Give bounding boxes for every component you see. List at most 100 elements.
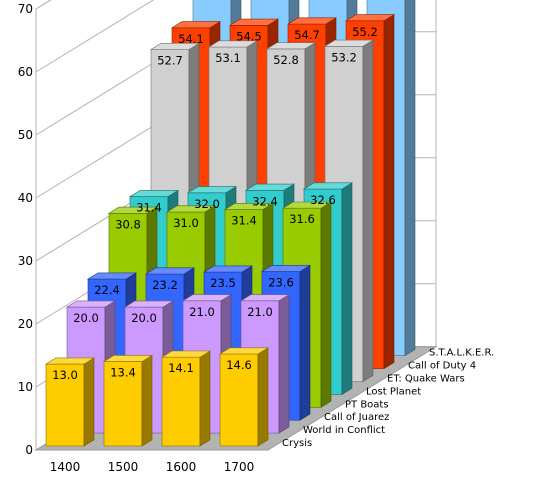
bar-side	[278, 294, 290, 434]
bar-front	[103, 361, 143, 447]
series-axis: Crysis World in Conflict Call of Juarez PT …	[282, 348, 494, 449]
bar-side	[362, 39, 374, 383]
bar	[160, 350, 212, 447]
data-label: 32.4	[252, 194, 278, 208]
data-label: 54.1	[178, 32, 204, 46]
bar-top	[244, 183, 296, 191]
bar-side	[383, 14, 395, 370]
data-label: 21.0	[189, 305, 215, 319]
series-label: Lost Planet	[366, 386, 421, 397]
bar-top	[65, 300, 117, 308]
gridline	[35, 0, 155, 73]
bar-top	[123, 300, 175, 308]
series-label: Call of Juarez	[324, 412, 389, 423]
data-label: 53.1	[215, 51, 241, 65]
y-tick-label: 60	[18, 65, 33, 79]
bar-top	[228, 18, 280, 26]
series-label: Call of Duty 4	[408, 361, 476, 372]
data-label: 31.6	[289, 212, 315, 226]
bar-side	[299, 264, 311, 421]
data-label: 20.0	[131, 311, 157, 325]
data-label: 52.8	[273, 53, 299, 67]
x-category-label: 1700	[224, 460, 255, 474]
y-tick-label: 0	[25, 443, 33, 457]
bar-top	[160, 350, 212, 358]
data-label: 31.4	[231, 214, 257, 228]
bar-top	[344, 14, 396, 22]
data-label: 54.7	[294, 28, 320, 42]
bars	[44, 0, 416, 447]
y-tick-label: 30	[18, 254, 33, 268]
bar-top	[302, 182, 354, 190]
bar-top	[44, 357, 96, 365]
series-label: S.T.A.L.K.E.R.	[429, 348, 494, 359]
bar-top	[149, 42, 201, 50]
bar-top	[323, 39, 375, 47]
bar-side	[199, 350, 211, 447]
data-label: 32.0	[194, 197, 220, 211]
data-label: 23.5	[210, 276, 236, 290]
bar-top	[223, 203, 275, 210]
bar-top	[86, 272, 138, 280]
series-label: ET: Quake Wars	[387, 374, 465, 385]
data-label: 14.6	[226, 358, 252, 372]
series-label: Crysis	[282, 438, 312, 449]
data-label: 55.2	[352, 25, 378, 39]
x-category-label: 1500	[108, 460, 139, 474]
bar-side	[320, 201, 332, 408]
bar-top	[218, 347, 270, 355]
bar-front	[45, 363, 85, 447]
bar-top	[165, 205, 217, 213]
data-label: 31.0	[173, 216, 199, 230]
y-tick-label: 10	[18, 380, 33, 394]
data-label: 23.6	[268, 276, 294, 290]
data-label: 13.0	[52, 368, 78, 382]
data-label: 52.7	[157, 54, 183, 68]
y-tick-label: 50	[18, 128, 33, 142]
bar-top	[286, 17, 338, 25]
bar-top	[170, 21, 222, 29]
bar-top	[144, 267, 196, 275]
data-label: 23.2	[152, 278, 178, 292]
data-label: 31.4	[136, 201, 162, 215]
bar-top	[202, 265, 254, 273]
bar-top	[102, 355, 154, 362]
bar	[218, 347, 270, 447]
data-label: 32.6	[310, 193, 336, 207]
y-axis: 0 10 20 30 40 50 60 70	[18, 2, 33, 457]
data-label: 30.8	[115, 217, 141, 231]
data-label: 54.5	[236, 29, 262, 43]
bar-top	[186, 186, 238, 194]
x-category-label: 1600	[166, 460, 197, 474]
bar-top	[207, 40, 259, 48]
bar-side	[341, 182, 353, 395]
data-labels: 68.067.566.866.255.254.754.554.153.252.8…	[52, 25, 378, 382]
bar-front	[161, 356, 201, 447]
y-tick-label: 70	[18, 2, 33, 16]
bar-top	[239, 294, 291, 302]
data-label: 53.2	[331, 50, 357, 64]
y-tick-label: 20	[18, 317, 33, 331]
bar-side	[141, 354, 153, 447]
x-category-label: 1400	[50, 460, 81, 474]
bar-top	[181, 294, 233, 302]
data-label: 22.4	[94, 283, 120, 297]
data-label: 20.0	[73, 311, 99, 325]
y-tick-label: 40	[18, 191, 33, 205]
bar	[44, 357, 96, 447]
bar-side	[257, 347, 269, 447]
bar	[102, 354, 154, 447]
bar-top	[128, 190, 180, 197]
bar-top	[265, 42, 317, 50]
series-label: World in Conflict	[303, 425, 385, 436]
bar-top	[281, 201, 333, 209]
bar-top	[260, 264, 312, 272]
bar-side	[83, 357, 95, 447]
data-label: 14.1	[168, 361, 194, 375]
bar-side	[404, 0, 416, 357]
series-label: PT Boats	[345, 399, 389, 410]
data-label: 21.0	[247, 305, 273, 319]
x-axis: 1400 1500 1600 1700	[50, 460, 255, 474]
bar-top	[107, 206, 159, 214]
